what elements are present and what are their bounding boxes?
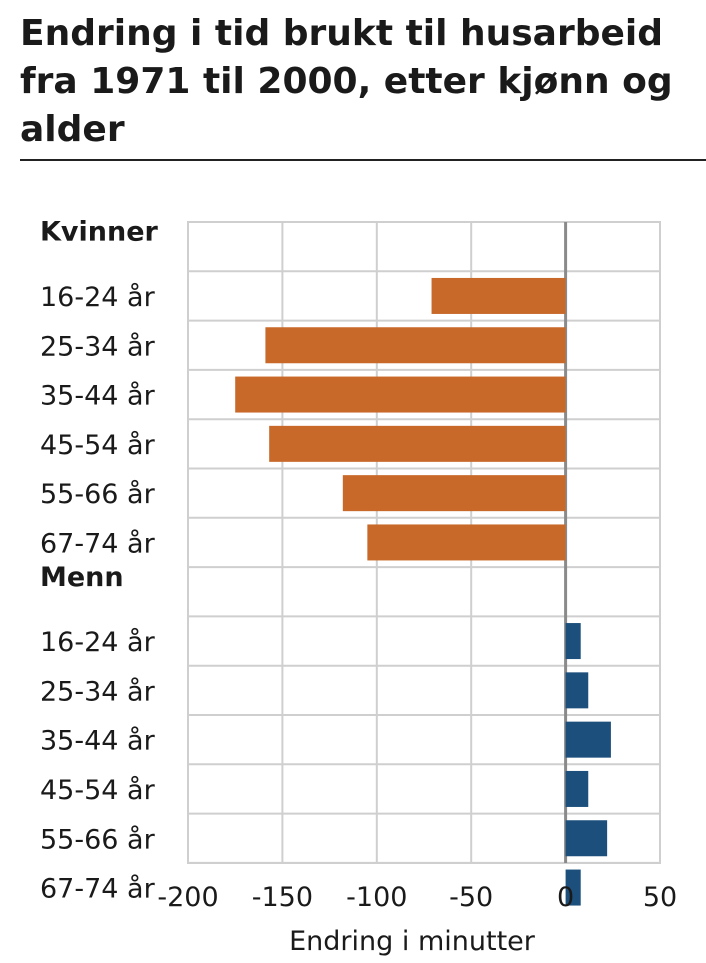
group-label: Kvinner bbox=[40, 217, 159, 248]
bar-menn bbox=[565, 770, 589, 807]
category-label: 45-54 år bbox=[40, 430, 156, 461]
bar-kvinner bbox=[431, 277, 566, 314]
bar-kvinner bbox=[342, 475, 566, 512]
bar-menn bbox=[565, 623, 581, 660]
category-label: 25-34 år bbox=[40, 331, 156, 362]
bar-menn bbox=[565, 721, 611, 758]
x-tick-label: -50 bbox=[449, 882, 493, 913]
group-label: Menn bbox=[40, 562, 124, 593]
x-tick-labels: -200 -150 -100 -50 0 50 bbox=[157, 882, 677, 913]
title-rule bbox=[20, 159, 706, 161]
bar-kvinner bbox=[235, 376, 566, 413]
category-label: 35-44 år bbox=[40, 381, 156, 412]
category-label: 16-24 år bbox=[40, 282, 156, 313]
x-tick-label: -200 bbox=[157, 882, 218, 913]
category-label: 25-34 år bbox=[40, 676, 156, 707]
bar-kvinner bbox=[269, 425, 566, 462]
bars bbox=[235, 277, 611, 906]
category-label: 45-54 år bbox=[40, 775, 156, 806]
bar-kvinner bbox=[265, 327, 566, 364]
bar-menn bbox=[565, 672, 589, 709]
category-label: 35-44 år bbox=[40, 726, 156, 757]
chart-title: Endring i tid brukt til husarbeid fra 19… bbox=[20, 13, 673, 150]
bar-kvinner bbox=[367, 524, 566, 561]
category-labels: Kvinner 16-24 år 25-34 år 35-44 år 45-54 år 5… bbox=[40, 217, 159, 905]
category-label: 67-74 år bbox=[40, 528, 156, 559]
category-label: 55-66 år bbox=[40, 824, 156, 855]
x-axis-label: Endring i minutter bbox=[289, 926, 536, 957]
x-tick-label: -100 bbox=[346, 882, 407, 913]
x-tick-label: 0 bbox=[557, 882, 574, 913]
category-label: 16-24 år bbox=[40, 627, 156, 658]
bar-menn bbox=[565, 869, 581, 906]
category-label: 55-66 år bbox=[40, 479, 156, 510]
x-tick-label: 50 bbox=[643, 882, 677, 913]
bar-menn bbox=[565, 820, 608, 857]
x-tick-label: -150 bbox=[252, 882, 313, 913]
category-label: 67-74 år bbox=[40, 874, 156, 905]
